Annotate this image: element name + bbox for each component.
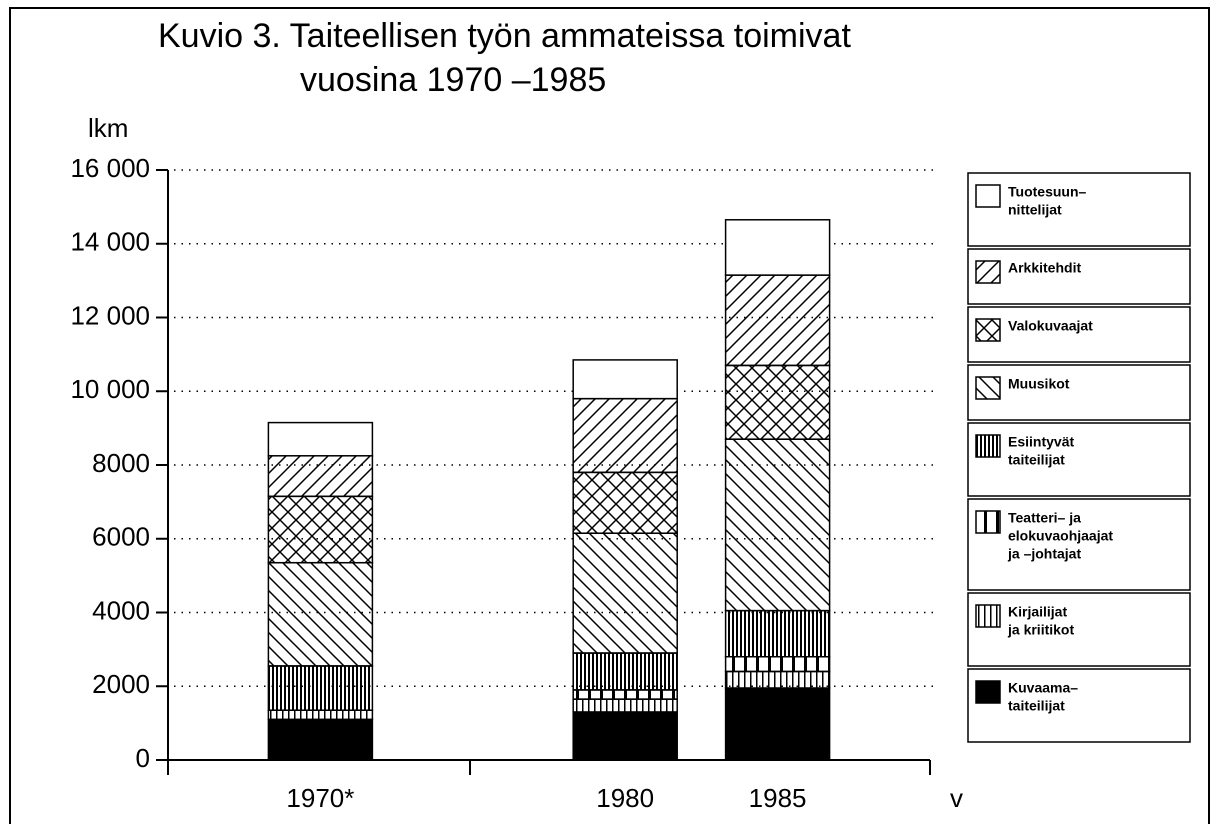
- chart-title: vuosina 1970 –1985: [300, 61, 606, 99]
- bar-segment: [572, 532, 678, 654]
- bar-segment: [724, 438, 831, 612]
- legend-label: Kirjailijat: [1008, 604, 1067, 620]
- bar-segment: [267, 709, 374, 721]
- frame: [9, 7, 1210, 824]
- legend-label: Teatteri– ja: [1008, 510, 1081, 526]
- legend-box: [967, 248, 1191, 305]
- bar-segment: [572, 711, 678, 761]
- legend-label: Muusikot: [1008, 376, 1070, 392]
- legend-label: ja kriitikot: [1007, 622, 1074, 638]
- x-tick-label: 1970*: [286, 783, 354, 813]
- bar-segment: [724, 364, 831, 440]
- legend-label: taiteilijat: [1008, 452, 1065, 468]
- legend-label: Arkkitehdit: [1008, 260, 1081, 276]
- legend-swatch: [975, 376, 1001, 400]
- legend-label: nittelijat: [1008, 202, 1062, 218]
- y-axis-label: lkm: [88, 113, 128, 143]
- legend-swatch: [975, 604, 1001, 628]
- legend-label: elokuvaohjaajat: [1008, 528, 1113, 544]
- legend-swatch: [975, 510, 1001, 534]
- bar-segment: [572, 689, 678, 700]
- bar-segment: [724, 656, 831, 673]
- y-tick-label: 16 000: [70, 153, 150, 183]
- bar-segment: [267, 665, 374, 711]
- bar-segment: [724, 687, 831, 761]
- bar-segment: [572, 471, 678, 534]
- y-tick-label: 4000: [92, 595, 150, 625]
- bar-segment: [267, 495, 374, 564]
- legend-box: [967, 364, 1191, 421]
- bar-segment: [572, 397, 678, 474]
- x-axis-label: v: [950, 783, 963, 813]
- legend-label: ja –johtajat: [1007, 546, 1081, 562]
- x-tick-label: 1980: [596, 783, 654, 813]
- y-tick-label: 8000: [92, 448, 150, 478]
- legend-box: [967, 498, 1191, 591]
- legend-swatch: [975, 184, 1001, 208]
- bar-segment: [724, 609, 831, 658]
- legend-swatch: [975, 434, 1001, 458]
- legend-swatch: [975, 260, 1001, 284]
- bar-segment: [267, 718, 374, 761]
- y-tick-label: 14 000: [70, 227, 150, 257]
- bar-segment: [267, 455, 374, 498]
- legend-box: [967, 422, 1191, 497]
- legend-swatch: [975, 680, 1001, 704]
- legend-label: Kuvaama–: [1008, 680, 1078, 696]
- legend-box: [967, 306, 1191, 363]
- x-tick-label: 1985: [749, 783, 807, 813]
- legend-box: [967, 172, 1191, 247]
- y-tick-label: 10 000: [70, 374, 150, 404]
- legend-label: Esiintyvät: [1008, 434, 1074, 450]
- bar-segment: [572, 698, 678, 713]
- bar-segment: [724, 274, 831, 367]
- y-tick-label: 2000: [92, 669, 150, 699]
- y-tick-label: 6000: [92, 522, 150, 552]
- legend-box: [967, 592, 1191, 667]
- bar-segment: [267, 561, 374, 667]
- legend-swatch: [975, 318, 1001, 342]
- y-tick-label: 12 000: [70, 300, 150, 330]
- legend-box: [967, 668, 1191, 743]
- legend-label: Valokuvaajat: [1008, 318, 1093, 334]
- bar-segment: [724, 219, 831, 276]
- y-tick-label: 0: [136, 743, 150, 773]
- chart-title: Kuvio 3. Taiteellisen työn ammateissa to…: [158, 17, 851, 55]
- bar-segment: [572, 359, 678, 400]
- bar-segment: [724, 670, 831, 689]
- bar-segment: [572, 652, 678, 691]
- bar-segment: [267, 421, 374, 457]
- legend-label: Tuotesuun–: [1008, 184, 1087, 200]
- legend-label: taiteilijat: [1008, 698, 1065, 714]
